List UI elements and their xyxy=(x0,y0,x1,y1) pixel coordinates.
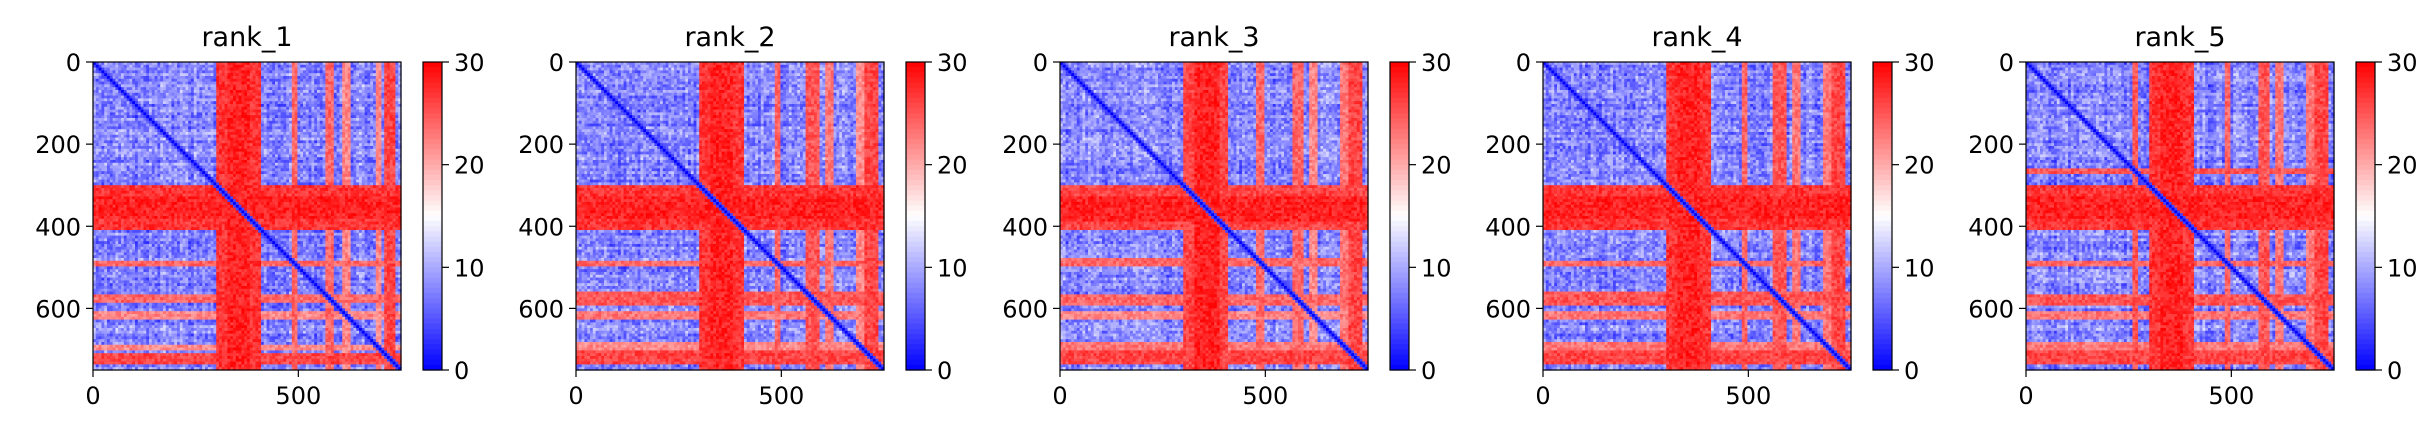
panel-title: rank_1 xyxy=(201,22,292,53)
heatmap-cells xyxy=(93,62,402,371)
